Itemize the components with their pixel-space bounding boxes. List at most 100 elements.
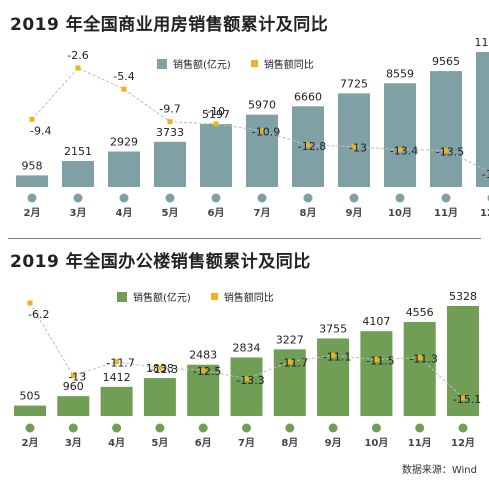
bar-value-label: 2834 — [233, 341, 261, 354]
bar-value-label: 5197 — [202, 108, 230, 121]
yoy-value-label: -12.8 — [298, 140, 326, 153]
yoy-value-label: -15.1 — [453, 393, 481, 406]
bar — [187, 364, 220, 416]
bar-value-label: 2151 — [64, 145, 92, 158]
yoy-value-label: -11.3 — [409, 352, 437, 365]
chart-2-title: 2019 年全国办公楼销售额累计及同比 — [10, 252, 311, 272]
yoy-point — [200, 367, 206, 373]
legend-line-label: 销售额同比 — [223, 293, 274, 304]
legend-bar-swatch — [157, 58, 167, 69]
axis-dot — [371, 423, 381, 433]
bar-group: 5059601412183824832834322737554107455653… — [14, 290, 479, 416]
bar-value-label: 960 — [63, 380, 84, 393]
axis-dot — [211, 193, 221, 203]
yoy-point — [330, 352, 336, 358]
bar — [246, 114, 278, 187]
bar-value-label: 5328 — [449, 290, 477, 303]
bar-value-label: 3755 — [319, 322, 347, 335]
x-tick-label: 5月 — [151, 437, 168, 449]
x-tick-label: 2月 — [24, 207, 41, 219]
yoy-point — [397, 147, 403, 153]
axis-dot — [257, 193, 267, 203]
x-tick-label: 4月 — [108, 437, 125, 449]
x-tick-label: 10月 — [364, 437, 388, 449]
axis-dot — [441, 193, 451, 203]
yoy-value-label: -13.5 — [436, 145, 464, 158]
yoy-value-label: -11.5 — [366, 355, 394, 368]
x-tick-label: 2月 — [22, 437, 39, 449]
axis-dot — [198, 423, 208, 433]
yoy-value-label: -11.1 — [323, 350, 351, 363]
yoy-point — [417, 354, 423, 360]
yoy-value-label: -13.3 — [236, 374, 264, 387]
yoy-point — [29, 116, 35, 122]
section-divider — [8, 238, 481, 239]
x-tick-label: 9月 — [346, 207, 363, 219]
bar-value-label: 958 — [22, 159, 43, 172]
x-tick-label: 3月 — [70, 207, 87, 219]
bar-value-label: 7725 — [340, 77, 368, 90]
x-tick-label: 10月 — [388, 207, 412, 219]
bar-group: 958 2151 2929 3733 5197 5970 6660 7725 8559 9565 1… — [16, 36, 489, 187]
yoy-point — [27, 300, 33, 306]
bar-value-label: 5970 — [248, 99, 276, 112]
bar-value-label: 1412 — [103, 371, 131, 384]
x-axis: 2月 3月 4月 5月 6月 7月 8月 9月 10月 11月 12月 — [22, 423, 475, 449]
yoy-point — [259, 128, 265, 134]
yoy-point — [114, 359, 120, 365]
yoy-value-label: -9.4 — [30, 124, 51, 137]
bar — [154, 141, 186, 187]
axis-dot — [458, 423, 468, 433]
legend-bar-swatch — [117, 291, 127, 302]
yoy-point — [213, 121, 219, 127]
bar — [14, 405, 46, 416]
axis-dot — [165, 193, 175, 203]
bar-value-label: 2929 — [110, 136, 138, 149]
bar — [62, 160, 94, 187]
legend-line-swatch — [250, 60, 258, 67]
yoy-point — [167, 119, 173, 125]
yoy-point — [70, 373, 76, 379]
yoy-point — [373, 357, 379, 363]
bar — [360, 331, 393, 416]
bar-value-label: 8559 — [386, 67, 414, 80]
bar-value-label: 4556 — [406, 306, 434, 319]
bar — [16, 175, 48, 187]
bar — [200, 124, 232, 187]
yoy-value-label: -12.3 — [150, 363, 178, 376]
axis-dot — [155, 423, 165, 433]
axis-dot — [68, 423, 78, 433]
legend-line-swatch — [210, 293, 218, 300]
axis-dot — [25, 423, 35, 433]
yoy-point — [121, 86, 127, 92]
x-tick-label: 11月 — [434, 207, 458, 219]
yoy-point — [351, 144, 357, 150]
x-tick-label: 5月 — [162, 207, 179, 219]
bar — [384, 83, 416, 187]
bar — [476, 52, 489, 187]
axis-dot — [415, 423, 425, 433]
yoy-point — [460, 395, 466, 401]
axis-dot — [285, 423, 295, 433]
yoy-value-label: -13.4 — [390, 145, 418, 158]
x-axis: 2月 3月 4月 5月 6月 7月 8月 9月 10月 11月 12月 — [24, 193, 489, 219]
x-tick-label: 4月 — [116, 207, 133, 219]
legend-bar-label: 销售额(亿元) — [173, 60, 231, 71]
legend-bar-label: 销售额(亿元) — [133, 293, 191, 304]
bar — [100, 386, 133, 416]
bar-value-label: 3227 — [276, 333, 304, 346]
x-tick-label: 12月 — [480, 207, 489, 219]
bar — [317, 338, 350, 416]
x-tick-label: 8月 — [300, 207, 317, 219]
yoy-value-label: -13 — [349, 142, 367, 155]
x-tick-label: 3月 — [65, 437, 82, 449]
axis-dot — [328, 423, 338, 433]
bar-value-label: 9565 — [432, 55, 460, 68]
bar-value-label: 6660 — [294, 90, 322, 103]
yoy-value-label: -13 — [68, 371, 86, 384]
yoy-value-label: -11.7 — [106, 357, 134, 370]
bar-value-label: 11141 — [475, 36, 489, 49]
axis-dot — [242, 423, 251, 433]
